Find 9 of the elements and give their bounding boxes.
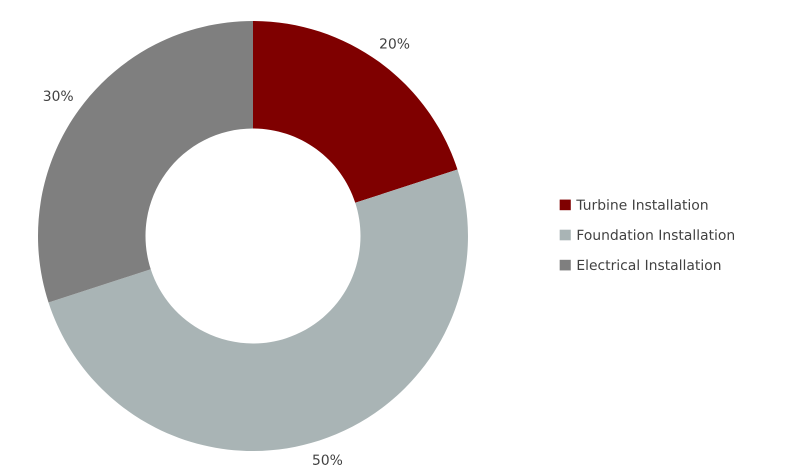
data-label: 30%	[44, 90, 73, 102]
data-label: 20%	[380, 38, 410, 49]
legend-label: Foundation Installation	[578, 229, 734, 240]
donut-slice	[253, 21, 458, 203]
legend-label: Turbine Installation	[576, 199, 708, 210]
legend-label: Electrical Installation	[578, 259, 720, 270]
donut-slice	[48, 170, 468, 451]
donut-slice	[38, 21, 253, 302]
data-label: 50%	[313, 454, 342, 465]
